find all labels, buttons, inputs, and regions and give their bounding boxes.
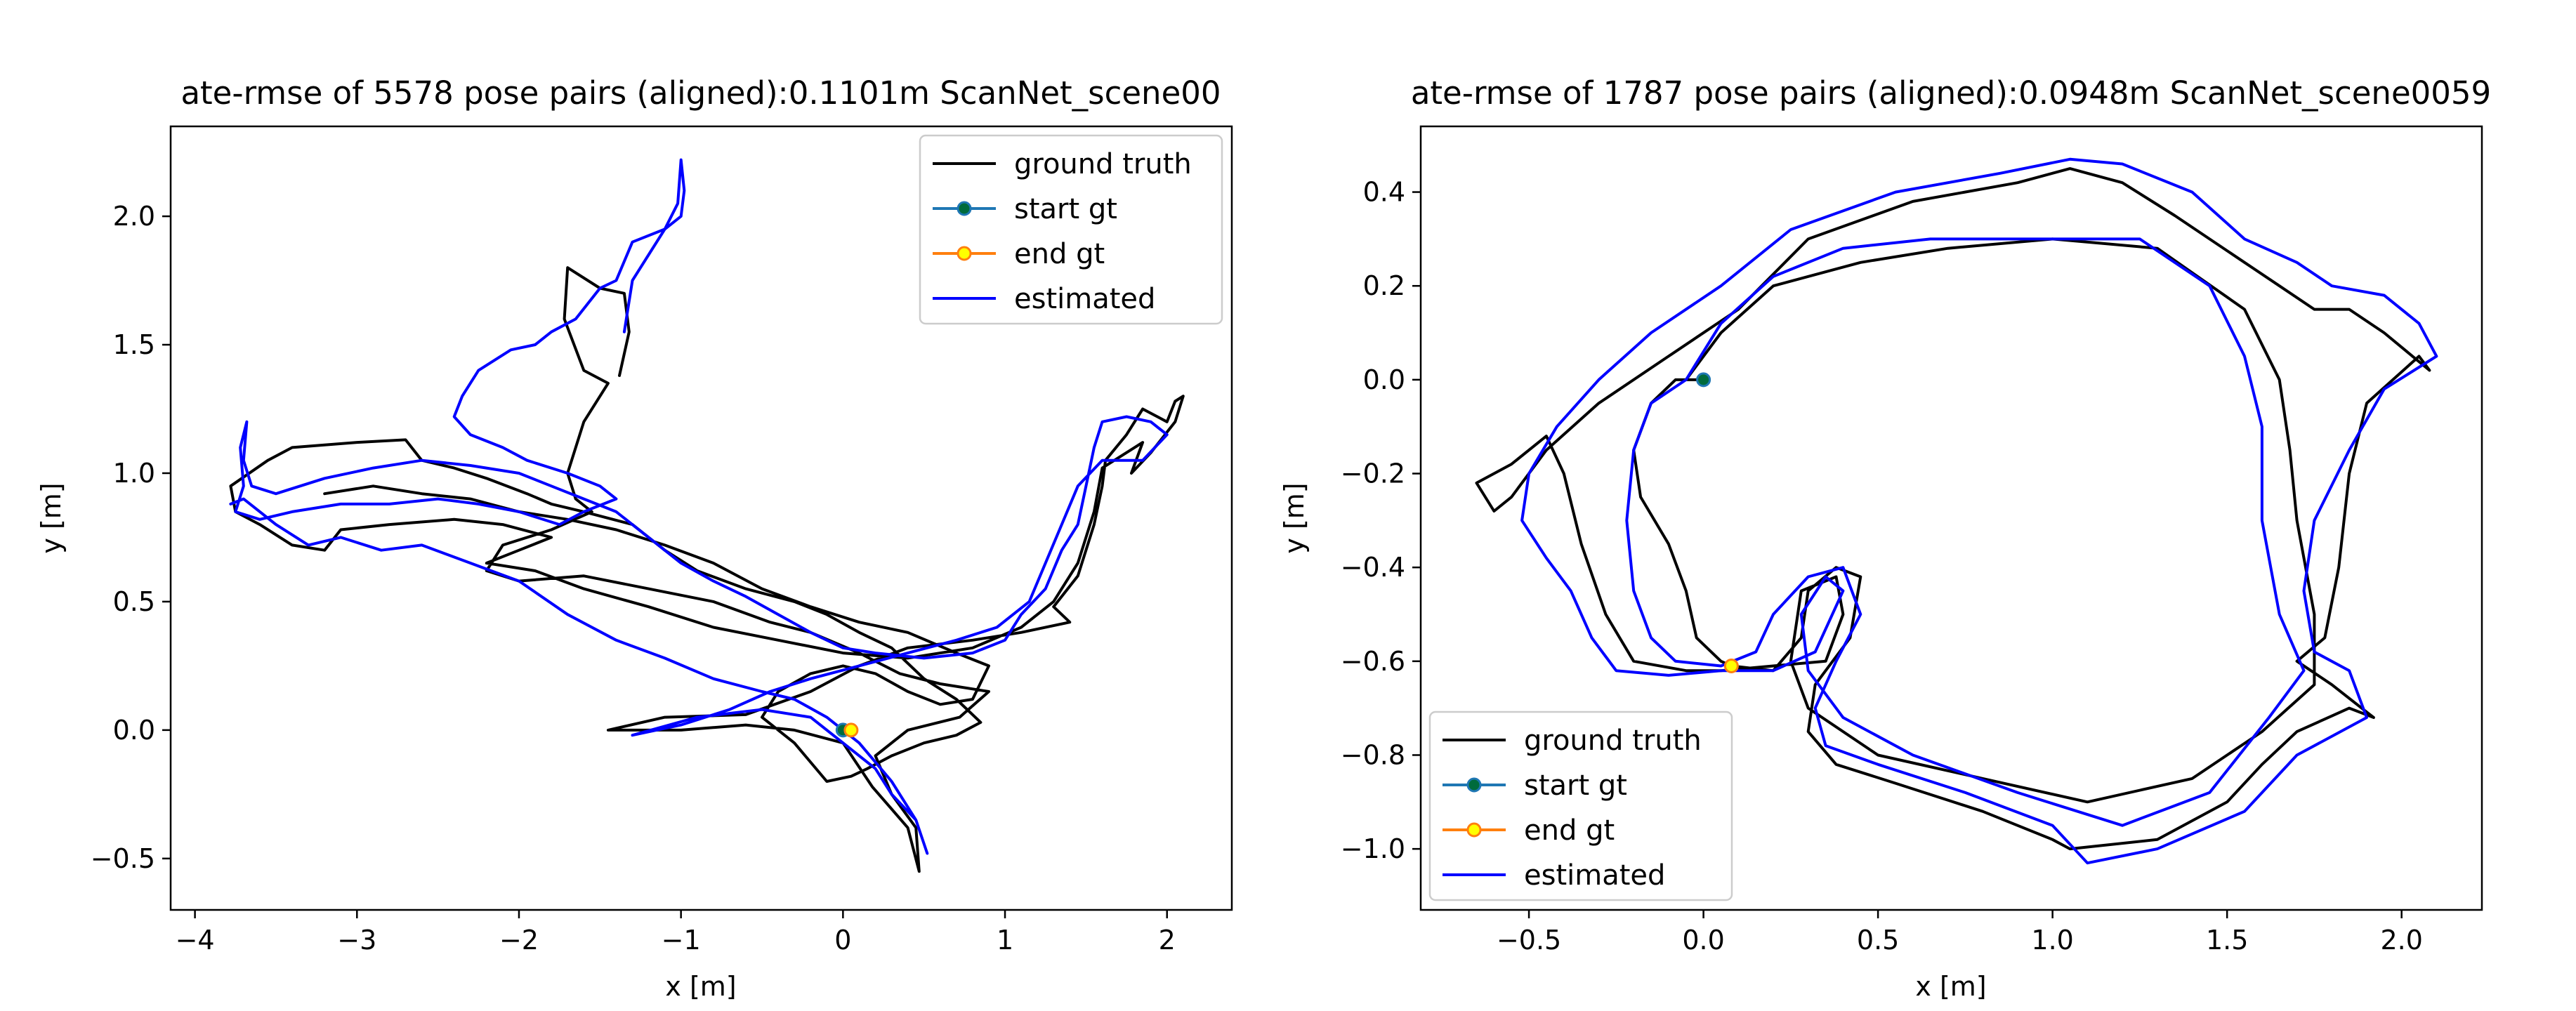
legend-entry: estimated (933, 283, 1155, 315)
chart-title: ate-rmse of 5578 pose pairs (aligned):0.… (180, 74, 1221, 112)
ground-truth-trajectory (229, 266, 1185, 873)
estimated-trajectory (229, 158, 1169, 855)
y-tick-label: 0.0 (1363, 364, 1405, 395)
legend-label: end gt (1014, 238, 1105, 270)
y-tick-label: 0.5 (113, 586, 155, 617)
y-tick-label: −0.4 (1341, 552, 1405, 583)
series-layer (229, 158, 1185, 873)
y-tick-label: −0.6 (1341, 646, 1405, 677)
legend-marker (1466, 822, 1482, 838)
x-tick-label: −0.5 (1497, 925, 1561, 956)
x-tick-label: 0.0 (1682, 925, 1724, 956)
y-axis-label: y [m] (1279, 482, 1310, 553)
x-tick-label: 1 (997, 925, 1013, 956)
x-axis-label: x [m] (665, 971, 736, 1002)
series-layer (1475, 157, 2438, 865)
x-tick-label: 0.5 (1857, 925, 1899, 956)
plot-frame (1419, 125, 2483, 911)
y-tick-label: 1.0 (113, 458, 155, 489)
axis-ticks: −4 −3 −2 −1 0 1 2 −0.5 0.0 0.5 1.0 1.5 2.0 (91, 201, 1176, 956)
chart-panel-left: ate-rmse of 5578 pose pairs (aligned):0.… (36, 74, 1233, 1002)
end-gt-marker (843, 722, 859, 738)
x-tick-label: −4 (176, 925, 215, 956)
start-gt-marker (1696, 372, 1711, 388)
legend-entry: start gt (1443, 769, 1627, 802)
legend-label: estimated (1014, 283, 1155, 315)
y-axis-label: y [m] (36, 482, 67, 553)
x-tick-label: 0 (834, 925, 851, 956)
legend-label: ground truth (1524, 725, 1702, 757)
y-tick-label: 1.5 (113, 329, 155, 360)
chart-panel-right: ate-rmse of 1787 pose pairs (aligned):0.… (1279, 74, 2491, 1002)
x-tick-label: 2.0 (2380, 925, 2422, 956)
legend-marker (957, 201, 972, 216)
legend: ground truth start gt end gt estimated (919, 134, 1223, 325)
estimated-trajectory (1520, 157, 2438, 865)
end-gt-marker (1723, 659, 1739, 674)
legend-label: estimated (1524, 859, 1665, 892)
y-tick-label: 0.0 (113, 715, 155, 746)
ground-truth-trajectory (1475, 167, 2431, 851)
legend-entry: end gt (933, 238, 1105, 270)
x-tick-label: −3 (337, 925, 376, 956)
legend-entry: end gt (1443, 814, 1615, 847)
x-tick-label: −2 (499, 925, 539, 956)
y-tick-label: −1.0 (1341, 833, 1405, 864)
legend-entry: ground truth (1443, 725, 1702, 757)
x-tick-label: 2 (1159, 925, 1176, 956)
legend-frame (919, 134, 1223, 325)
y-tick-label: −0.8 (1341, 739, 1405, 770)
legend-entry: estimated (1443, 859, 1665, 892)
x-axis-label: x [m] (1915, 971, 1986, 1002)
legend-entry: ground truth (933, 148, 1192, 180)
y-tick-label: 2.0 (113, 201, 155, 232)
x-tick-label: −1 (662, 925, 701, 956)
legend-marker (957, 246, 972, 261)
y-tick-label: −0.5 (91, 843, 155, 874)
legend-label: ground truth (1014, 148, 1192, 180)
x-tick-label: 1.0 (2031, 925, 2073, 956)
x-tick-label: 1.5 (2206, 925, 2248, 956)
legend-marker (1466, 777, 1482, 793)
legend-label: start gt (1524, 769, 1627, 802)
legend-label: start gt (1014, 193, 1117, 225)
y-tick-label: 0.4 (1363, 177, 1405, 208)
legend-entry: start gt (933, 193, 1117, 225)
legend-frame (1428, 711, 1733, 901)
legend-label: end gt (1524, 814, 1615, 847)
axis-ticks: −0.5 0.0 0.5 1.0 1.5 2.0 −1.0 −0.8 −0.6 −0.4 −0.2 0… (1341, 177, 2423, 956)
y-tick-label: −0.2 (1341, 458, 1405, 489)
plot-frame (169, 125, 1233, 911)
y-tick-label: 0.2 (1363, 270, 1405, 301)
legend: ground truth start gt end gt estimated (1428, 711, 1733, 901)
chart-title: ate-rmse of 1787 pose pairs (aligned):0.… (1411, 74, 2491, 112)
